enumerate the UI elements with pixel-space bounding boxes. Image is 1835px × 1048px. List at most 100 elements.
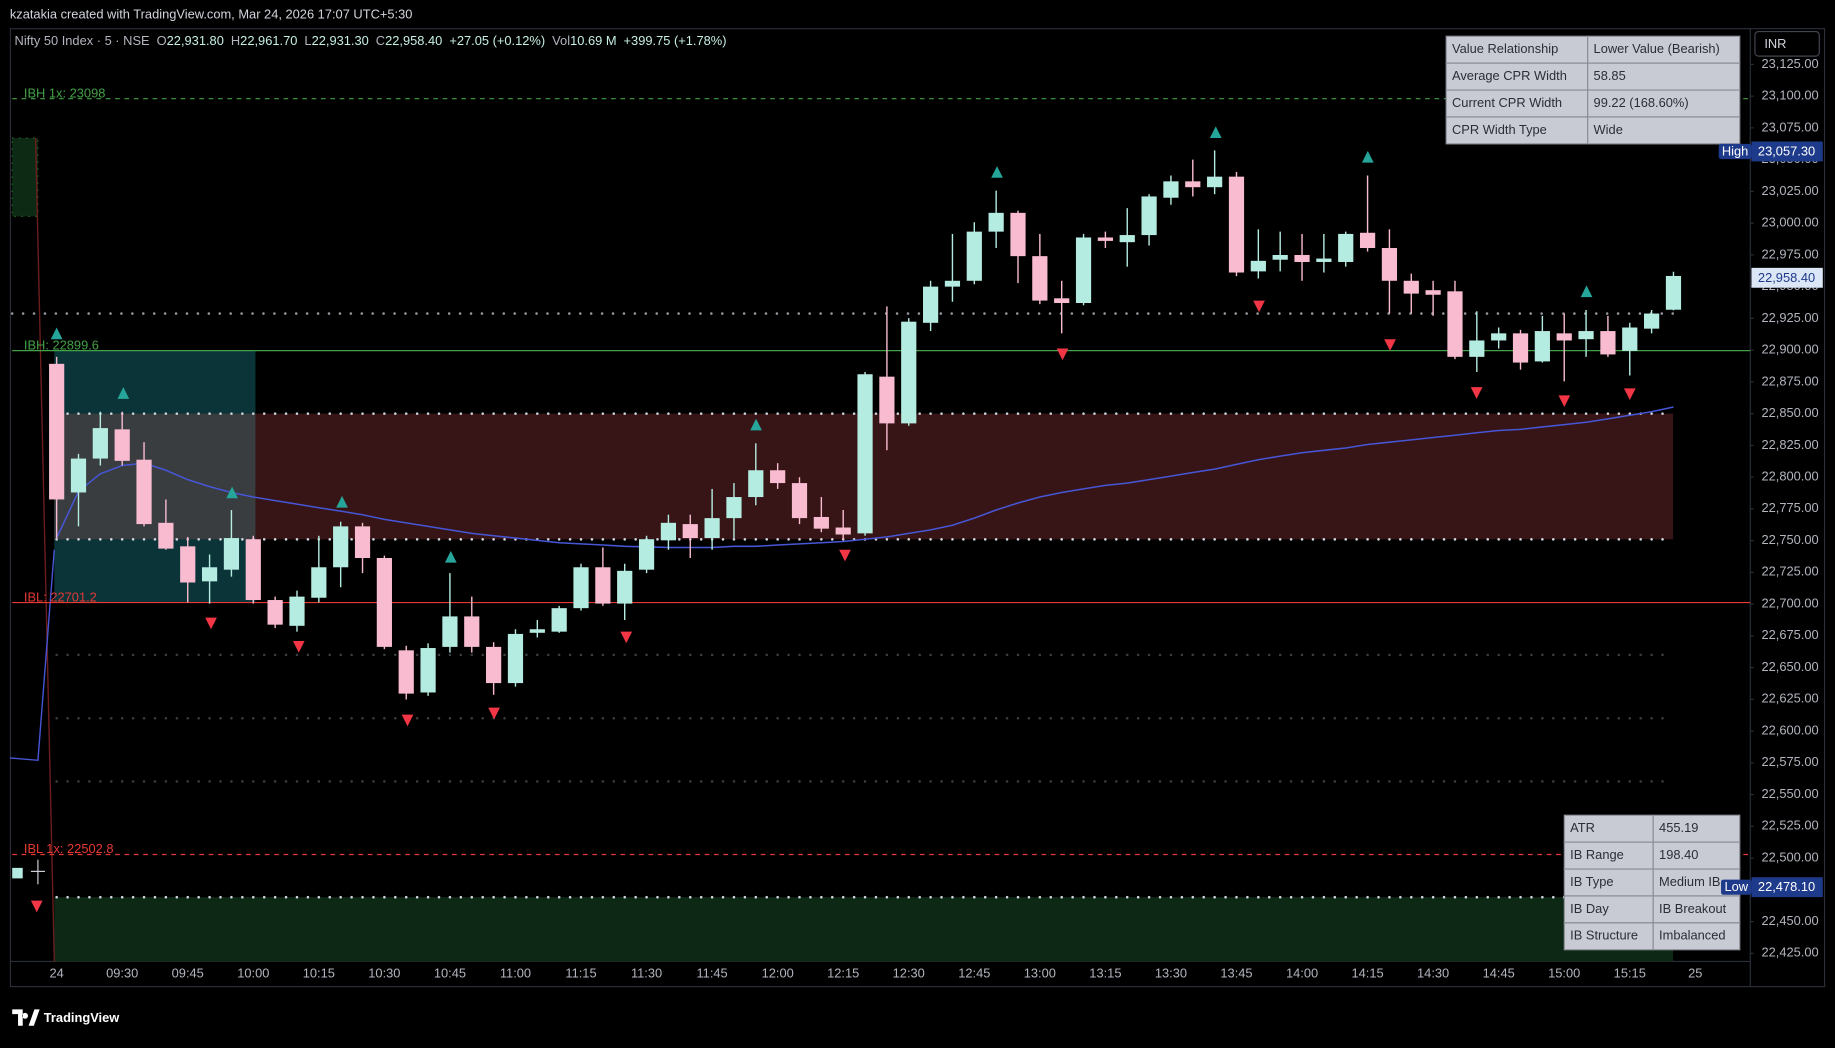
candle-body: [835, 527, 851, 535]
table-cell: [1445, 116, 1589, 145]
x-tick-label: 12:30: [893, 966, 925, 981]
zone: [255, 413, 1674, 540]
chart-frame: [9, 28, 1826, 988]
candle-body: [1163, 181, 1179, 198]
candle-body: [901, 321, 917, 424]
x-tick-label: 11:30: [631, 966, 662, 981]
brand-name[interactable]: TradingView: [44, 1010, 121, 1025]
candle-body: [726, 497, 742, 519]
signal-down: [401, 714, 414, 727]
x-tick-label: 09:30: [106, 966, 138, 981]
signal-up: [991, 166, 1003, 178]
x-tick-label: 14:30: [1417, 966, 1449, 981]
table-label: CPR Width Type: [1452, 122, 1547, 137]
level-label: IBH 1x: 23098: [24, 85, 106, 100]
table-cell: [1587, 116, 1741, 145]
y-tick-label: 22,450.00: [1761, 913, 1818, 928]
table-value: 99.22 (168.60%): [1594, 95, 1689, 110]
table-cell: [1563, 841, 1654, 870]
candle-body: [486, 646, 502, 684]
y-tick-label: 23,100.00: [1761, 88, 1818, 103]
low-tag: 22,478.10: [1758, 879, 1815, 894]
high-tag-label-bg: [1718, 143, 1752, 160]
table-cell: [1563, 814, 1654, 843]
table-cell: [1652, 922, 1741, 951]
candle-body: [1359, 232, 1376, 249]
candle-body: [1665, 275, 1682, 310]
currency[interactable]: INR: [1764, 36, 1786, 51]
candle-body: [311, 567, 327, 598]
x-tick-label: 11:15: [565, 966, 596, 981]
table-label: ATR: [1570, 820, 1595, 835]
table-value: 455.19: [1659, 820, 1698, 835]
close-value: 22,958.40: [385, 33, 442, 48]
y-tick-label: 22,625.00: [1761, 691, 1818, 706]
x-tick-label: 24: [49, 966, 63, 981]
high-label: H: [231, 33, 240, 48]
currency-box[interactable]: [1754, 30, 1820, 57]
last-tag-bg: [1751, 267, 1823, 288]
y-tick-label: 22,650.00: [1761, 659, 1818, 674]
table-cell: [1652, 814, 1741, 843]
candle-body: [1425, 290, 1441, 295]
signal-down: [1470, 387, 1483, 399]
y-tick-label: 22,525.00: [1761, 818, 1818, 833]
candle-body: [748, 470, 764, 498]
y-tick-label: 22,725.00: [1761, 564, 1818, 579]
level-label: IBL 1x: 22502.8: [24, 841, 114, 856]
x-tick-label: 10:00: [237, 966, 269, 981]
candle-body: [1403, 280, 1419, 294]
y-tick-label: 22,900.00: [1761, 342, 1818, 357]
y-tick-label: 22,700.00: [1761, 595, 1818, 610]
candle-body: [1622, 327, 1638, 351]
x-tick-label: 12:45: [958, 966, 990, 981]
high-tag-bg: [1751, 141, 1823, 162]
table-label: IB Day: [1570, 901, 1609, 916]
y-tick-label: 23,075.00: [1761, 119, 1818, 134]
open-label: O: [157, 33, 167, 48]
candle-body: [1381, 248, 1398, 281]
price-tags: INR High 23,057.30 22,958.40 Low 22,478.…: [1718, 30, 1823, 898]
x-tick-label: 14:45: [1483, 966, 1515, 981]
candle-body: [158, 522, 174, 549]
x-tick-label: 10:45: [434, 966, 466, 981]
low-label: L: [304, 33, 311, 48]
candle-body: [660, 522, 677, 541]
signal-down: [1623, 388, 1636, 401]
table-value: Wide: [1594, 122, 1623, 137]
signal-down: [292, 640, 305, 653]
table-value: Imbalanced: [1659, 928, 1725, 943]
change: +27.05 (+0.12%): [449, 33, 545, 48]
day-change: +399.75 (+1.78%): [624, 33, 727, 48]
table-value: 58.85: [1594, 68, 1626, 83]
y-tick-label: 22,425.00: [1761, 945, 1818, 960]
table-label: IB Type: [1570, 874, 1613, 889]
brand-logo: [12, 1009, 40, 1026]
candle-body: [682, 524, 698, 539]
y-tick-label: 22,775.00: [1761, 500, 1818, 515]
signal-up: [336, 495, 348, 508]
candle-body: [289, 596, 305, 626]
prev-session-line: [34, 138, 56, 962]
candle-body: [1141, 196, 1157, 236]
footer: TradingView: [12, 1009, 121, 1026]
y-tick-label: 22,675.00: [1761, 627, 1818, 642]
x-tick-label: 13:30: [1155, 966, 1187, 981]
candle-body: [1556, 333, 1572, 341]
candle-body: [1272, 255, 1288, 260]
signal-down: [488, 707, 500, 720]
candle-body: [267, 600, 283, 625]
table-cell: [1587, 35, 1741, 64]
candle-body: [966, 231, 982, 281]
high-tag: 23,057.30: [1758, 143, 1815, 158]
candle-body: [770, 470, 786, 484]
candle-body: [922, 286, 939, 323]
signal-down: [839, 549, 851, 562]
table-label: Value Relationship: [1452, 41, 1558, 56]
x-tick-label: 25: [1688, 966, 1702, 981]
candle-body: [595, 567, 611, 604]
x-tick-label: 10:30: [368, 966, 400, 981]
